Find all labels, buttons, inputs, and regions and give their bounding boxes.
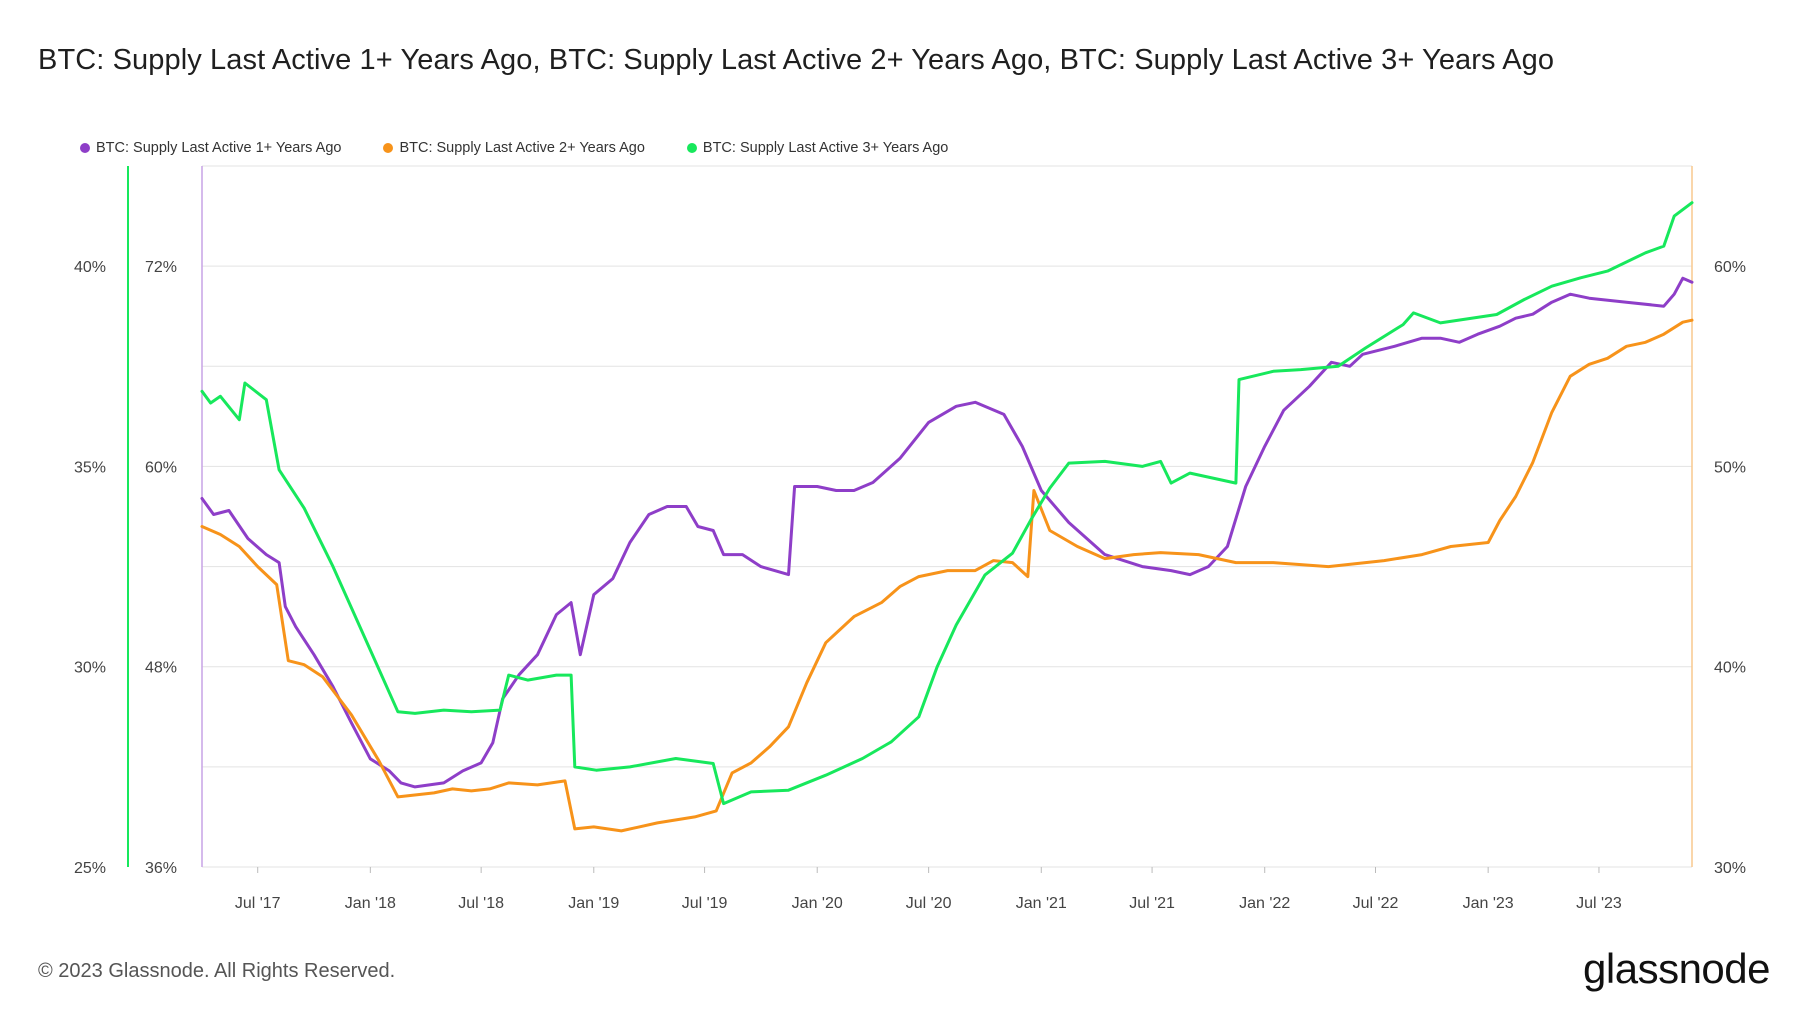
y-tick-label-3y: 72%: [145, 259, 177, 276]
y-tick-label-2y: 50%: [1714, 459, 1746, 476]
legend-dot: [383, 143, 394, 153]
x-tick-label: Jul '19: [682, 895, 728, 912]
legend: BTC: Supply Last Active 1+ Years Ago BTC:…: [80, 140, 990, 156]
glassnode-logo: glassnode: [1583, 945, 1770, 992]
y-tick-label-2y: 60%: [1714, 259, 1746, 276]
series-line-2y: [200, 318, 1694, 833]
y-tick-label-1y: 30%: [74, 660, 106, 677]
y-tick-label-3y: 36%: [145, 860, 177, 877]
legend-label: BTC: Supply Last Active 1+ Years Ago: [96, 140, 342, 156]
y-tick-label-2y: 30%: [1714, 860, 1746, 877]
y-tick-label-2y: 40%: [1714, 660, 1746, 677]
legend-label: BTC: Supply Last Active 2+ Years Ago: [399, 140, 645, 156]
x-tick-label: Jul '17: [235, 895, 281, 912]
y-tick-label-3y: 60%: [145, 459, 177, 476]
legend-dot: [686, 143, 697, 153]
x-tick-label: Jan '23: [1463, 895, 1514, 912]
x-tick-label: Jul '20: [906, 895, 952, 912]
x-tick-label: Jan '22: [1239, 895, 1290, 912]
y-tick-label-3y: 48%: [145, 660, 177, 677]
legend-item[interactable]: BTC: Supply Last Active 2+ Years Ago: [383, 140, 645, 156]
x-tick-label: Jan '21: [1016, 895, 1067, 912]
y-tick-label-1y: 25%: [74, 860, 106, 877]
series-line-3y: [200, 201, 1694, 806]
x-tick-label: Jan '19: [568, 895, 619, 912]
y-tick-label-1y: 40%: [74, 259, 106, 276]
x-tick-label: Jul '21: [1129, 895, 1175, 912]
chart-title: BTC: Supply Last Active 1+ Years Ago, BT…: [38, 44, 1555, 76]
copyright-footer: © 2023 Glassnode. All Rights Reserved.: [38, 960, 396, 982]
legend-item[interactable]: BTC: Supply Last Active 1+ Years Ago: [80, 140, 341, 156]
legend-dot: [80, 143, 90, 153]
x-tick-label: Jul '18: [458, 895, 504, 912]
x-tick-label: Jul '23: [1576, 895, 1622, 912]
legend-label: BTC: Supply Last Active 3+ Years Ago: [702, 140, 949, 156]
x-tick-label: Jul '22: [1353, 895, 1399, 912]
y-tick-label-1y: 35%: [74, 459, 106, 476]
x-tick-label: Jan '18: [345, 895, 396, 912]
series-line-1y: [200, 276, 1694, 789]
legend-item[interactable]: BTC: Supply Last Active 3+ Years Ago: [686, 140, 949, 156]
x-tick-label: Jan '20: [792, 895, 843, 912]
